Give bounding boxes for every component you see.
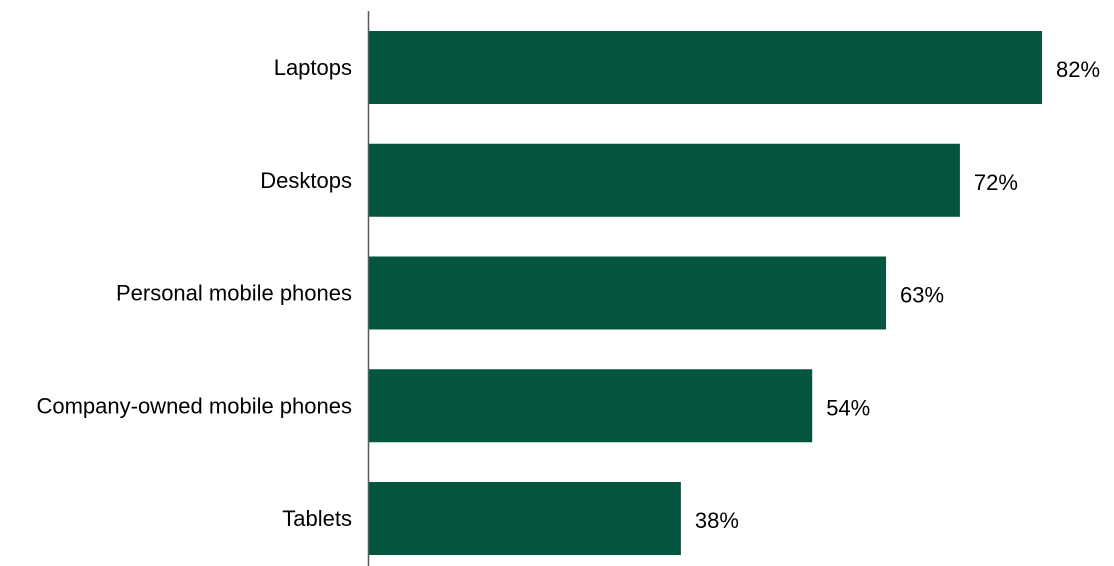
value-labels: 82% 72% 63% 54% 38% (695, 57, 1100, 533)
bar-personal-mobile-phones (369, 256, 887, 330)
category-label-personal-mobile-phones: Personal mobile phones (116, 281, 352, 306)
category-label-laptops: Laptops (274, 55, 352, 80)
value-label-company-owned-mobile-phones: 54% (826, 395, 870, 420)
category-label-company-owned-mobile-phones: Company-owned mobile phones (36, 393, 352, 418)
bar-desktops (369, 143, 960, 217)
value-label-tablets: 38% (695, 508, 739, 533)
bar-tablets (369, 482, 681, 555)
value-label-laptops: 82% (1056, 57, 1100, 82)
category-labels: Laptops Desktops Personal mobile phones Com… (36, 55, 352, 531)
category-label-desktops: Desktops (260, 168, 352, 193)
bar-laptops (369, 31, 1042, 104)
bar-company-owned-mobile-phones (369, 369, 813, 443)
value-label-personal-mobile-phones: 63% (900, 283, 944, 308)
value-label-desktops: 72% (974, 170, 1018, 195)
bars-group (369, 31, 1042, 555)
category-label-tablets: Tablets (282, 506, 352, 531)
